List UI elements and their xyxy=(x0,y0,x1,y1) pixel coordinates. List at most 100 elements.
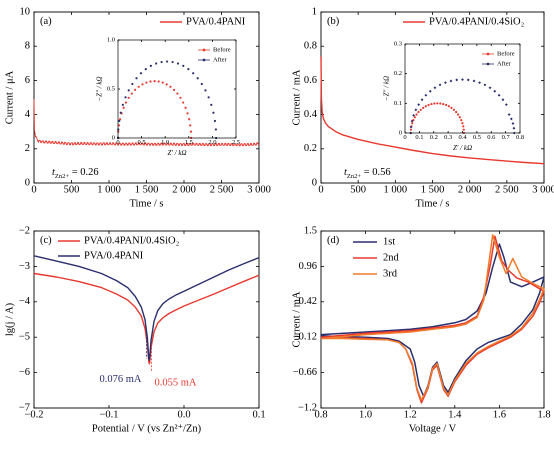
panel-c-x-label: Potential / V (vs Zn²⁺/Zn) xyxy=(92,423,202,434)
x-tick-label: 1.8 xyxy=(537,409,550,420)
y-tick-label: −0.12 xyxy=(293,332,317,343)
x-tick-label: 1.0 xyxy=(359,409,372,420)
inset-point xyxy=(449,79,453,83)
y-tick-label: 6 xyxy=(25,75,30,86)
inset-point xyxy=(165,60,169,63)
y-tick-label: 0.3 xyxy=(394,40,402,47)
inset-point xyxy=(160,60,163,64)
y-tick-label: −1.2 xyxy=(298,402,317,413)
inset-point xyxy=(137,85,140,88)
y-tick-label: 0.4 xyxy=(304,109,318,120)
inset-point xyxy=(512,126,516,130)
panel-c-frame xyxy=(33,230,260,409)
x-tick-label: 0.6 xyxy=(487,134,496,141)
inset-point xyxy=(427,103,430,107)
inset-point xyxy=(157,80,160,83)
inset-point xyxy=(411,122,414,125)
x-tick-label: 1.0 xyxy=(161,139,169,146)
inset-point xyxy=(135,77,138,80)
panel-a-y-label: Current / μA xyxy=(4,70,15,124)
x-tick-label: 0.1 xyxy=(252,409,265,420)
panel-d-label: (d) xyxy=(327,235,340,246)
inset-point xyxy=(444,81,447,84)
y-tick-label: 0.6 xyxy=(304,75,317,86)
inset-point xyxy=(145,81,148,84)
x-tick-label: 1.2 xyxy=(404,409,417,420)
legend-label: 2nd xyxy=(383,252,400,263)
inset-point xyxy=(501,98,505,102)
inset-point xyxy=(461,78,464,81)
inset-point xyxy=(119,111,122,114)
inset-point xyxy=(171,60,174,64)
inset-point xyxy=(144,68,147,71)
x-tick-label: 3 000 xyxy=(532,184,554,195)
inset-point xyxy=(412,113,416,117)
inset-point xyxy=(192,72,195,75)
y-tick-label: −4 xyxy=(19,296,31,307)
inset-point xyxy=(436,102,439,105)
x-tick-label: 0.1 xyxy=(415,134,423,141)
inset-y-label: −Z″ / kΩ xyxy=(96,76,104,101)
inset-point xyxy=(207,96,210,99)
x-tick-label: 0.7 xyxy=(502,134,511,141)
inset-point xyxy=(511,122,515,125)
x-tick-label: 500 xyxy=(64,184,80,195)
inset-legend-label: Before xyxy=(213,46,231,53)
panel-d-y-label: Current / mA xyxy=(291,291,302,347)
x-tick-label: 0.8 xyxy=(516,134,524,141)
y-tick-label: 0.8 xyxy=(304,41,317,52)
inset-point xyxy=(149,64,152,67)
legend-label: PVA/0.4PANI xyxy=(84,250,144,261)
x-tick-label: 2 000 xyxy=(172,184,196,195)
inset-point xyxy=(417,110,420,114)
x-tick-label: −0.1 xyxy=(99,409,118,420)
inset-point xyxy=(127,96,130,99)
y-tick-label: 10 xyxy=(20,6,31,17)
inset-point xyxy=(127,89,130,92)
inset-point xyxy=(212,111,215,114)
inset-point xyxy=(438,83,442,87)
panel-b-label: (b) xyxy=(327,16,340,27)
inset-point xyxy=(439,102,442,105)
inset-point xyxy=(447,105,450,108)
inset-point xyxy=(462,125,465,128)
inset-point xyxy=(210,103,213,106)
exchange-current-label: 0.055 mA xyxy=(155,378,197,389)
inset-point xyxy=(122,106,125,109)
y-tick-label: 1 xyxy=(312,6,317,17)
inset-point xyxy=(187,68,190,71)
x-tick-label: 0.5 xyxy=(473,134,481,141)
x-tick-label: 1.6 xyxy=(493,409,506,420)
x-tick-label: 0 xyxy=(318,184,323,195)
inset-point xyxy=(509,117,513,121)
inset-point xyxy=(413,116,416,119)
inset-legend-label: After xyxy=(213,56,228,63)
inset-point xyxy=(189,130,193,133)
inset-point xyxy=(409,128,413,131)
inset-point xyxy=(493,89,497,93)
series-line-d-2 xyxy=(320,234,545,401)
x-tick-label: 0.3 xyxy=(444,134,452,141)
inset-point xyxy=(428,89,432,93)
inset-point xyxy=(410,119,414,123)
series-line-d-1 xyxy=(320,235,545,404)
legend-label: 3rd xyxy=(383,268,398,279)
y-tick-label: −3 xyxy=(19,261,30,272)
x-tick-label: −0.2 xyxy=(24,409,43,420)
panel-b-axes: 0 500 1 000 1 500 2 000 2 500 3 00000.20.40.60… xyxy=(304,6,554,195)
panel-d-frame xyxy=(320,230,545,409)
inset-point xyxy=(118,119,121,123)
inset-x-label: Z′ / kΩ xyxy=(453,144,472,152)
panel-a-transference-number: tZn2+ = 0.26 xyxy=(52,167,99,180)
legend-label: PVA/0.4PANI/0.4SiO₂ xyxy=(84,235,180,246)
inset-point xyxy=(433,102,436,105)
inset-point xyxy=(179,96,182,99)
inset-point xyxy=(504,103,508,106)
series-line-c-1 xyxy=(33,255,260,361)
x-tick-label: 500 xyxy=(350,184,366,195)
inset-point xyxy=(165,83,168,86)
x-tick-label: 1 500 xyxy=(135,184,159,195)
x-tick-label: 1 000 xyxy=(97,184,121,195)
panel-c-axes: −0.2 −0.1 0.0 0.1 −7 −6 −5 −4 −3 −2 xyxy=(19,225,266,420)
